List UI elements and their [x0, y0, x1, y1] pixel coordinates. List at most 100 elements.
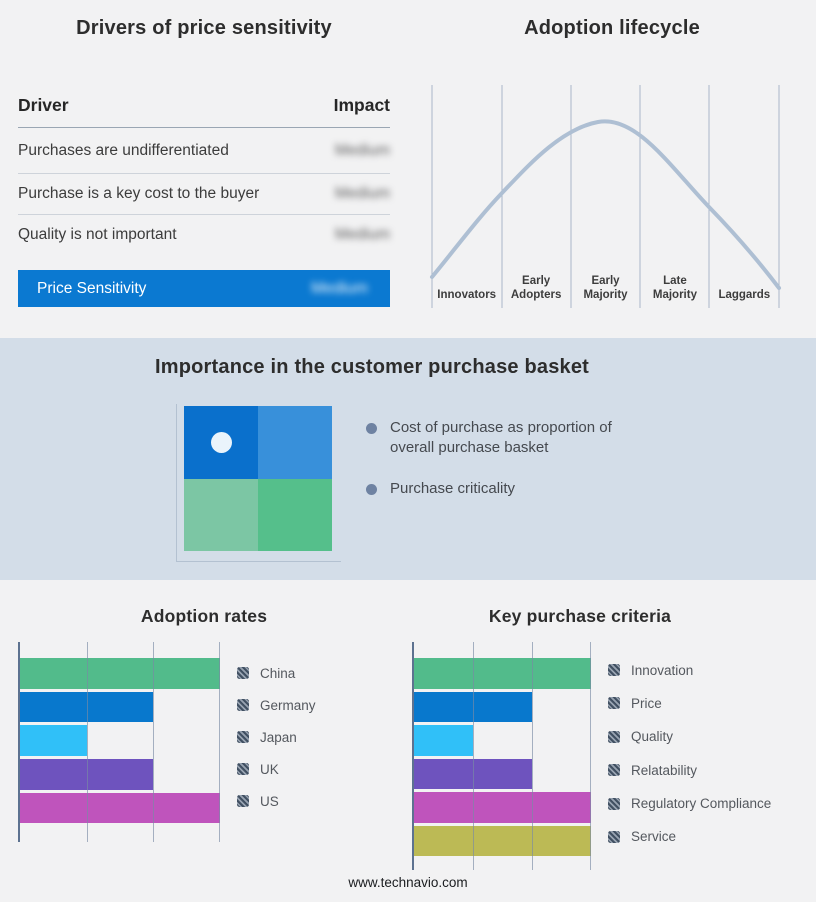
bar-service	[414, 825, 591, 856]
legend-item: Regulatory Compliance	[608, 796, 772, 812]
quadrant-bottom-left	[184, 478, 258, 551]
hatch-swatch-icon	[608, 697, 620, 710]
quadrant-axes	[176, 404, 341, 562]
key-purchase-criteria-plot	[412, 642, 591, 870]
stage-label-innovators: Innovators	[437, 289, 497, 301]
quadrant-bottom-right	[258, 478, 332, 551]
hatch-swatch-icon	[608, 664, 620, 676]
bar-uk	[20, 759, 154, 790]
legend-label: Relatability	[631, 762, 698, 778]
driver-cell: Purchase is a key cost to the buyer	[18, 185, 260, 202]
legend-label: UK	[260, 761, 279, 777]
legend-item: Service	[608, 829, 771, 845]
hatch-swatch-icon	[608, 730, 620, 743]
hatch-swatch-icon	[237, 667, 249, 679]
legend-item: Innovation	[608, 662, 771, 678]
drivers-table: Driver Impact Purchases are undifferenti…	[18, 95, 390, 255]
basket-bullet-list: Cost of purchase as proportion of overal…	[366, 418, 614, 520]
quadrant-top-left	[184, 406, 258, 479]
hatch-swatch-icon	[237, 731, 249, 743]
hatch-swatch-icon	[608, 797, 620, 810]
bar-japan	[20, 725, 87, 756]
drivers-table-header: Driver Impact	[18, 95, 390, 128]
table-row: Purchase is a key cost to the buyer Medi…	[18, 174, 390, 215]
hatch-swatch-icon	[608, 764, 620, 777]
gridline	[532, 642, 534, 870]
impact-cell-blurred: Medium	[334, 185, 390, 202]
position-marker-dot	[210, 431, 232, 453]
stage-label-early-adopters: Early Adopters	[510, 275, 562, 301]
impact-cell-blurred: Medium	[334, 141, 390, 159]
legend-item: Price	[608, 695, 771, 711]
driver-cell: Purchases are undifferentiated	[18, 141, 229, 159]
gridline	[219, 642, 220, 842]
adoption-rates-bars	[20, 658, 220, 824]
bar-innovation	[414, 658, 591, 689]
legend-label: Regulatory Compliance	[631, 796, 772, 812]
adoption-rates-legend: China Germany Japan UK US	[237, 665, 316, 809]
table-row: Quality is not important Medium	[18, 215, 390, 255]
hatch-swatch-icon	[237, 795, 249, 807]
bar-us	[20, 792, 220, 824]
legend-item: China	[237, 665, 316, 681]
list-item: Cost of purchase as proportion of overal…	[366, 418, 614, 458]
key-purchase-criteria-bars	[414, 658, 591, 856]
bar-relatability	[414, 758, 532, 789]
price-sensitivity-label: Price Sensitivity	[37, 279, 147, 297]
bullet-text: Cost of purchase as proportion of overal…	[390, 419, 612, 456]
gridline	[153, 642, 155, 842]
key-purchase-criteria-title: Key purchase criteria	[488, 606, 672, 626]
stage-label-early-majority: Early Majority	[583, 275, 628, 301]
legend-item: UK	[237, 761, 316, 777]
legend-label: Quality	[631, 729, 674, 745]
legend-label: Japan	[260, 729, 297, 745]
bullet-icon	[366, 483, 377, 495]
adoption-rates-title: Adoption rates	[140, 606, 268, 626]
quadrant-top-right	[258, 406, 332, 479]
bullet-icon	[366, 422, 377, 434]
legend-label: Price	[631, 695, 662, 711]
hatch-swatch-icon	[237, 763, 249, 775]
gridline	[86, 642, 88, 842]
gridline	[590, 642, 591, 870]
purchase-basket-band	[0, 338, 816, 580]
legend-label: Innovation	[631, 662, 694, 678]
drivers-section-title: Drivers of price sensitivity	[76, 17, 332, 39]
stage-label-late-majority: Late Majority	[652, 275, 697, 301]
impact-cell-blurred: Medium	[334, 226, 390, 243]
legend-label: Germany	[260, 697, 316, 713]
lifecycle-section-title: Adoption lifecycle	[524, 17, 700, 39]
legend-item: US	[237, 793, 316, 809]
bar-price	[414, 691, 532, 722]
list-item: Purchase criticality	[366, 479, 614, 499]
table-row: Purchases are undifferentiated Medium	[18, 128, 390, 174]
legend-item: Quality	[608, 729, 771, 745]
legend-label: China	[260, 665, 296, 681]
gridline	[473, 642, 475, 870]
impact-cell-blurred: Medium	[311, 279, 368, 297]
driver-cell: Quality is not important	[18, 226, 177, 243]
adoption-lifecycle-chart	[430, 85, 781, 308]
lifecycle-gridlines	[431, 85, 780, 308]
bar-germany	[20, 691, 154, 723]
price-sensitivity-highlight-row: Price Sensitivity Medium	[18, 270, 390, 307]
key-purchase-criteria-legend: Innovation Price Quality Relatability Re…	[608, 662, 772, 845]
bar-china	[20, 658, 220, 689]
adoption-rates-plot	[18, 642, 220, 842]
bar-regulatory-compliance	[414, 792, 591, 823]
hatch-swatch-icon	[608, 830, 620, 843]
bell-curve-line	[430, 119, 781, 290]
legend-label: Service	[631, 829, 677, 845]
hatch-swatch-icon	[237, 699, 249, 711]
bullet-text: Purchase criticality	[390, 480, 516, 497]
footer-url: www.technavio.com	[348, 875, 468, 890]
legend-label: US	[260, 793, 279, 809]
basket-section-title: Importance in the customer purchase bask…	[154, 356, 590, 378]
stage-label-laggards: Laggards	[718, 289, 771, 301]
column-header-driver: Driver	[18, 95, 69, 115]
legend-item: Relatability	[608, 762, 771, 778]
legend-item: Germany	[237, 697, 316, 713]
quadrant-matrix	[184, 406, 332, 551]
bar-quality	[414, 725, 473, 756]
